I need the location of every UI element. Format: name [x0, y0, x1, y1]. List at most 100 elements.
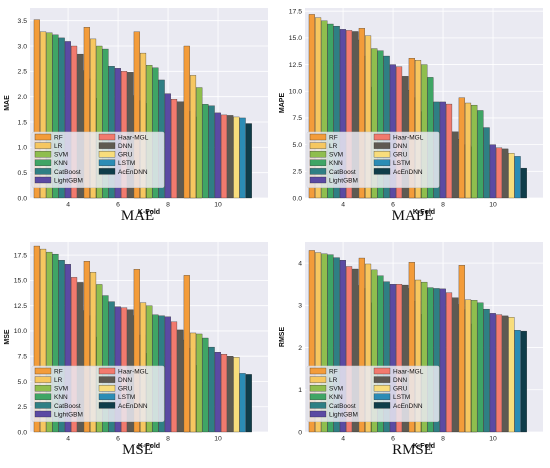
x-axis-label: K-Fold: [413, 209, 435, 216]
bar-dnn-fold-8: [177, 101, 184, 199]
bar-svm-fold-4: [46, 251, 53, 433]
bar-catboost-fold-4: [58, 37, 65, 199]
bar-lstm-fold-10: [514, 156, 521, 199]
bar-catboost-fold-10: [483, 308, 490, 433]
legend-label-haar-mgl: Haar-MGL: [393, 368, 424, 375]
legend-label-gru: GRU: [118, 152, 133, 159]
bar-lr-fold-6: [90, 272, 97, 433]
legend-swatch-lightgbm: [309, 410, 327, 418]
legend-label-haar-mgl: Haar-MGL: [118, 368, 149, 375]
legend-swatch-lightgbm: [309, 176, 327, 184]
y-tick-label: 17.5: [14, 252, 27, 259]
bar-haar-mgl-fold-10: [220, 354, 228, 433]
y-tick-label: 5.0: [18, 379, 28, 386]
y-axis-label: RMSE: [279, 327, 286, 348]
legend-label-lr: LR: [329, 377, 338, 384]
legend-swatch-haar-mgl: [98, 367, 116, 375]
bar-gru-fold-10: [508, 153, 515, 199]
x-tick-label: 10: [214, 436, 222, 443]
y-tick-label: 7.5: [18, 354, 28, 361]
legend-label-svm: SVM: [329, 152, 343, 159]
bar-svm-fold-6: [96, 284, 103, 433]
bar-knn-fold-4: [52, 34, 59, 199]
bar-catboost-fold-4: [58, 260, 65, 433]
bar-lightgbm-fold-6: [389, 284, 396, 433]
mape-chart: 0.0 2.5 5.0 7.5 10.0 12.5 15.0 17.5 4 6 8 10 K-Fold M…: [279, 8, 543, 216]
legend-label-knn: KNN: [54, 160, 68, 167]
bar-lightgbm-fold-10: [489, 144, 496, 199]
x-tick-label: 10: [214, 202, 222, 209]
legend-swatch-haar-mgl: [98, 133, 116, 141]
bar-catboost-fold-4: [333, 257, 340, 433]
y-axis-label: MAPE: [279, 93, 286, 114]
y-tick-label: 1: [298, 387, 302, 394]
bar-rf-fold-4: [33, 19, 40, 199]
x-axis-label: K-Fold: [138, 209, 160, 216]
bar-dnn-fold-10: [502, 148, 509, 199]
legend-label-acendnn: AcEnDNN: [393, 403, 423, 410]
x-tick-label: 6: [116, 436, 120, 443]
y-tick-label: 3.0: [18, 43, 28, 50]
bar-haar-mgl-fold-8: [170, 321, 178, 433]
legend-label-gru: GRU: [118, 386, 133, 393]
bar-svm-fold-6: [371, 269, 378, 433]
bar-catboost-fold-4: [333, 25, 340, 199]
bar-rf-fold-6: [358, 257, 365, 433]
y-tick-label: 17.5: [289, 9, 302, 16]
bar-lightgbm-fold-4: [339, 29, 346, 199]
bar-svm-fold-10: [196, 333, 203, 433]
legend-swatch-gru: [373, 385, 391, 392]
bar-catboost-fold-10: [483, 127, 490, 199]
bar-lightgbm-fold-8: [439, 101, 446, 199]
bar-knn-fold-6: [377, 275, 384, 433]
bar-acendnn-fold-10: [520, 330, 527, 433]
bar-lightgbm-fold-10: [214, 352, 221, 433]
mae-caption: MAE: [120, 208, 155, 224]
legend-swatch-catboost: [309, 402, 327, 409]
mse-chart: 0.0 2.5 5.0 7.5 10.0 12.5 15.0 17.5 4 6 8 10 K-Fold M…: [4, 242, 268, 450]
bar-svm-fold-4: [46, 32, 53, 199]
bar-gru-fold-10: [233, 357, 240, 433]
bar-rf-fold-8: [408, 58, 415, 199]
legend-swatch-dnn: [373, 142, 391, 149]
bar-knn-fold-4: [327, 23, 334, 199]
bar-acendnn-fold-10: [245, 374, 252, 433]
bar-knn-fold-4: [327, 254, 334, 433]
bar-svm-fold-6: [371, 48, 378, 199]
bar-knn-fold-10: [202, 104, 209, 199]
legend-label-dnn: DNN: [118, 143, 132, 150]
legend-swatch-acendnn: [98, 168, 116, 175]
y-axis-label: MAE: [4, 95, 11, 111]
legend-swatch-lightgbm: [34, 176, 52, 184]
bar-dnn-fold-4: [352, 268, 359, 433]
legend-label-dnn: DNN: [393, 143, 407, 150]
bar-dnn-fold-10: [227, 356, 234, 433]
x-tick-label: 4: [66, 202, 70, 209]
legend-swatch-lstm: [373, 159, 391, 166]
bar-rf-fold-6: [83, 27, 90, 199]
x-tick-label: 4: [66, 436, 70, 443]
bar-lr-fold-10: [189, 332, 197, 433]
bar-rf-fold-8: [133, 31, 140, 199]
y-tick-label: 2.5: [18, 69, 28, 76]
x-tick-label: 6: [391, 202, 395, 209]
y-tick-label: 12.5: [289, 62, 302, 69]
x-tick-label: 6: [391, 436, 395, 443]
bar-lr-fold-6: [90, 38, 97, 199]
bar-lr-fold-4: [315, 252, 322, 433]
x-tick-label: 10: [489, 202, 497, 209]
bar-lightgbm-fold-10: [214, 112, 221, 199]
legend-label-rf: RF: [329, 368, 338, 375]
y-tick-label: 0.0: [293, 195, 303, 202]
legend-label-lr: LR: [329, 143, 338, 150]
rmse-panel: 0 1 2 3 4 4 6 8 10 K-Fold RMSE RF LR SVM KNN CatBoost Li…: [275, 234, 550, 468]
legend-swatch-svm: [34, 151, 52, 158]
legend-label-lstm: LSTM: [393, 394, 410, 401]
y-tick-label: 15.0: [289, 35, 302, 42]
bar-knn-fold-10: [202, 337, 209, 433]
legend-label-rf: RF: [329, 134, 338, 141]
bar-lstm-fold-10: [239, 117, 246, 199]
mse-caption: MSE: [122, 442, 153, 458]
legend-label-lightgbm: LightGBM: [54, 177, 83, 184]
